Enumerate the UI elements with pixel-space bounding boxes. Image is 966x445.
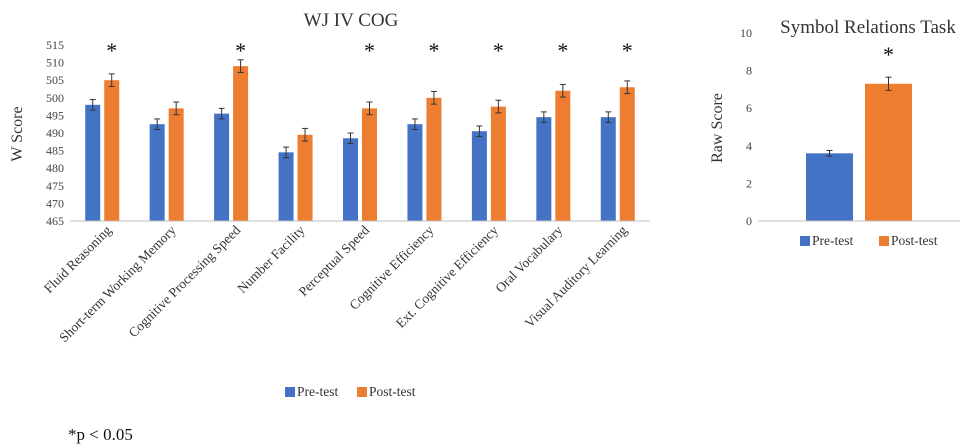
significance-marker: * (557, 38, 568, 63)
y-tick-label: 515 (46, 38, 64, 52)
bar-pre-test (278, 152, 294, 221)
bar-pre-test (600, 117, 616, 221)
y-tick-label: 0 (746, 214, 752, 228)
y-tick-label: 470 (46, 196, 64, 210)
legend-swatch-post (357, 387, 367, 397)
x-tick-label: Number Facility (234, 222, 308, 296)
significance-marker: * (428, 38, 439, 63)
y-tick-label: 2 (746, 176, 752, 190)
legend: Pre-test Post-test (285, 384, 416, 399)
bar-pre-test (214, 113, 230, 221)
legend-label-pre: Pre-test (297, 384, 338, 399)
legend-label-pre: Pre-test (812, 233, 853, 248)
legend-swatch-post (879, 236, 889, 246)
bar-post-test (168, 108, 184, 221)
significance-marker: * (106, 38, 117, 63)
y-tick-label: 495 (46, 108, 64, 122)
legend-label-post: Post-test (891, 233, 938, 248)
legend-label-post: Post-test (369, 384, 416, 399)
bar-post-test (297, 134, 313, 221)
y-tick-label: 8 (746, 64, 752, 78)
bar-post-test (104, 80, 120, 221)
bar-post-test (233, 66, 249, 222)
symbol-relations-chart: Symbol Relations Task Raw Score 0246810 … (709, 17, 960, 248)
y-tick-label: 485 (46, 144, 64, 158)
y-tick-label: 6 (746, 101, 752, 115)
bar-pre-test (343, 138, 358, 221)
x-tick-label: Short-term Working Memory (56, 222, 179, 345)
bar-pre-test (806, 153, 853, 221)
bar-pre-test (85, 104, 101, 221)
x-tick-label: Oral Vocabulary (492, 222, 565, 295)
x-tick-label: Cognitive Processing Speed (125, 222, 243, 340)
significance-marker: * (364, 38, 375, 63)
bar-post-test (490, 106, 506, 221)
bar-pre-test (407, 124, 423, 221)
significance-marker: * (493, 38, 504, 63)
x-tick-label: Fluid Reasoning (41, 222, 115, 296)
significance-marker: * (883, 42, 894, 67)
y-tick-label: 465 (46, 214, 64, 228)
chart-title: WJ IV COG (304, 10, 399, 31)
bar-post-test (865, 83, 912, 221)
y-tick-label: 475 (46, 179, 64, 193)
y-axis-label: Raw Score (709, 93, 726, 163)
significance-footnote: *p < 0.05 (68, 425, 133, 444)
bar-post-test (555, 90, 571, 221)
bar-post-test (619, 87, 635, 222)
y-tick-label: 500 (46, 91, 64, 105)
y-tick-label: 505 (46, 73, 64, 87)
bar-post-test (426, 97, 442, 221)
y-tick-label: 510 (46, 56, 64, 70)
y-tick-label: 490 (46, 126, 64, 140)
significance-marker: * (235, 38, 246, 63)
bar-pre-test (149, 124, 165, 221)
y-tick-label: 10 (740, 26, 752, 40)
chart-title: Symbol Relations Task (780, 17, 956, 38)
legend-swatch-pre (800, 236, 810, 246)
significance-marker: * (622, 38, 633, 63)
legend: Pre-test Post-test (800, 233, 938, 248)
legend-swatch-pre (285, 387, 295, 397)
y-tick-label: 4 (746, 139, 752, 153)
bar-pre-test (536, 117, 552, 221)
bar-pre-test (471, 131, 487, 221)
bar-post-test (362, 108, 377, 221)
y-tick-label: 480 (46, 161, 64, 175)
wj-iv-cog-chart: WJ IV COG W Score 465 470 475 480 485 490 495 5… (9, 10, 650, 399)
y-axis-label: W Score (9, 106, 26, 161)
